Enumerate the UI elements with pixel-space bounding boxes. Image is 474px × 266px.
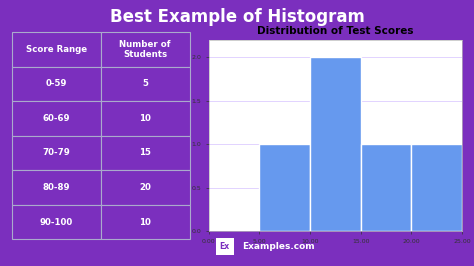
Bar xyxy=(411,144,462,231)
Text: 0-59: 0-59 xyxy=(46,79,67,88)
Y-axis label: Number of Students: Number of Students xyxy=(182,101,188,171)
Text: 5: 5 xyxy=(142,79,148,88)
Text: 60-69: 60-69 xyxy=(43,114,70,123)
Bar xyxy=(361,144,411,231)
Title: Distribution of Test Scores: Distribution of Test Scores xyxy=(257,26,414,36)
Text: 15: 15 xyxy=(139,148,151,157)
Text: Number of
Students: Number of Students xyxy=(119,40,171,59)
Text: Examples.com: Examples.com xyxy=(242,242,314,251)
Text: 70-79: 70-79 xyxy=(42,148,70,157)
Bar xyxy=(259,144,310,231)
Text: 90-100: 90-100 xyxy=(40,218,73,227)
Bar xyxy=(310,57,361,231)
Text: Best Example of Histogram: Best Example of Histogram xyxy=(109,8,365,26)
Text: 20: 20 xyxy=(139,183,151,192)
X-axis label: Score Range: Score Range xyxy=(306,247,365,256)
Text: 80-89: 80-89 xyxy=(43,183,70,192)
Text: 10: 10 xyxy=(139,218,151,227)
Text: Ex: Ex xyxy=(219,242,230,251)
Text: 10: 10 xyxy=(139,114,151,123)
Text: Score Range: Score Range xyxy=(26,45,87,54)
